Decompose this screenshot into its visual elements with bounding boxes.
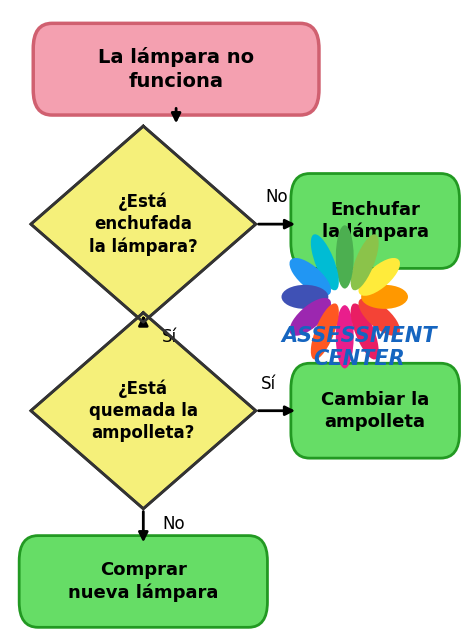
Text: ¿Está
quemada la
ampolleta?: ¿Está quemada la ampolleta?	[89, 379, 198, 442]
FancyBboxPatch shape	[33, 24, 319, 115]
Polygon shape	[31, 313, 256, 508]
Polygon shape	[31, 126, 256, 322]
FancyBboxPatch shape	[19, 536, 267, 627]
FancyBboxPatch shape	[291, 363, 459, 458]
Ellipse shape	[361, 285, 408, 309]
FancyBboxPatch shape	[291, 174, 459, 269]
Text: Cambiar la
ampolleta: Cambiar la ampolleta	[321, 390, 429, 431]
Ellipse shape	[358, 298, 400, 336]
Ellipse shape	[311, 234, 339, 290]
Ellipse shape	[311, 304, 339, 359]
Ellipse shape	[336, 225, 354, 288]
Text: Enchufar
la lámpara: Enchufar la lámpara	[322, 200, 428, 241]
Text: Sí: Sí	[260, 375, 275, 393]
Ellipse shape	[282, 285, 328, 309]
Text: ¿Está
enchufada
la lámpara?: ¿Está enchufada la lámpara?	[89, 193, 198, 256]
Text: No: No	[265, 188, 288, 207]
Text: ASSESSMENT
CENTER: ASSESSMENT CENTER	[281, 326, 437, 369]
Ellipse shape	[290, 298, 331, 336]
Text: No: No	[162, 515, 185, 533]
Ellipse shape	[336, 305, 354, 368]
Ellipse shape	[351, 304, 379, 359]
Ellipse shape	[351, 234, 379, 290]
Ellipse shape	[358, 258, 400, 296]
Text: Sí: Sí	[162, 329, 177, 346]
Text: Comprar
nueva lámpara: Comprar nueva lámpara	[68, 561, 219, 602]
Ellipse shape	[290, 258, 331, 296]
Text: La lámpara no
funciona: La lámpara no funciona	[98, 47, 254, 91]
